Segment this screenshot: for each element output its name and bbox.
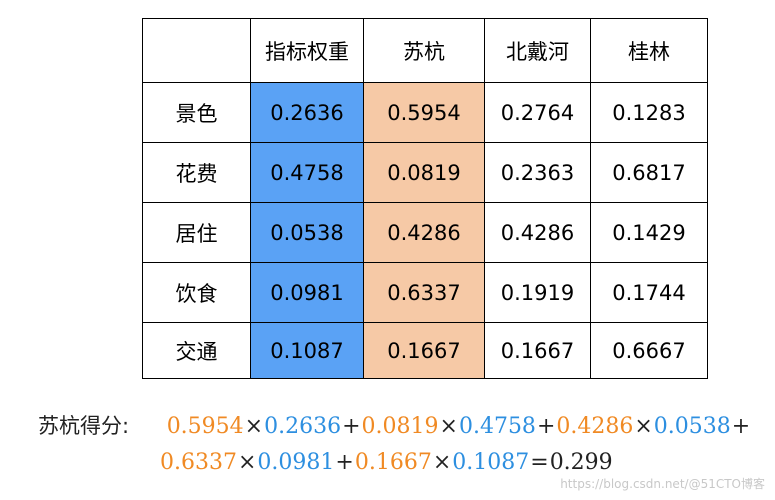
suhang-value: 0.6337 [160, 450, 237, 475]
times-operator: × [432, 450, 452, 475]
header-suhang: 苏杭 [363, 18, 485, 83]
plus-operator: + [342, 414, 361, 439]
result-value: 0.299 [549, 450, 613, 475]
beidaihe-cell: 0.4286 [484, 202, 591, 263]
times-operator: × [244, 414, 264, 439]
guilin-cell: 0.6667 [590, 322, 708, 379]
weight-cell: 0.4758 [250, 142, 364, 203]
guilin-cell: 0.1283 [590, 82, 708, 143]
guilin-cell: 0.1429 [590, 202, 708, 263]
plus-operator: + [335, 450, 354, 475]
weights-table: 指标权重 苏杭 北戴河 桂林 景色 0.2636 0.5954 0.2764 0… [142, 18, 708, 379]
header-guilin: 桂林 [590, 18, 708, 83]
guilin-cell: 0.6817 [590, 142, 708, 203]
weight-cell: 0.0538 [250, 202, 364, 263]
suhang-value: 0.5954 [166, 414, 244, 439]
beidaihe-cell: 0.2363 [484, 142, 591, 203]
suhang-cell: 0.4286 [363, 202, 485, 263]
formula-label: 苏杭得分: [38, 414, 130, 438]
formula-line-1: 苏杭得分: 0.5954×0.2636+0.0819×0.4758+0.4286… [38, 410, 751, 440]
suhang-cell: 0.6337 [363, 262, 485, 323]
table-row: 花费 0.4758 0.0819 0.2363 0.6817 [142, 142, 708, 203]
plus-operator: + [731, 414, 751, 439]
weight-value: 0.2636 [264, 414, 342, 439]
table-row: 景色 0.2636 0.5954 0.2764 0.1283 [142, 82, 708, 143]
beidaihe-cell: 0.2764 [484, 82, 591, 143]
equals-operator: = [530, 450, 549, 475]
weight-cell: 0.0981 [250, 262, 364, 323]
suhang-value: 0.4286 [556, 414, 634, 439]
table-header-row: 指标权重 苏杭 北戴河 桂林 [142, 18, 708, 83]
row-label: 交通 [142, 322, 251, 379]
plus-operator: + [536, 414, 556, 439]
suhang-value: 0.1667 [354, 450, 432, 475]
weight-cell: 0.1087 [250, 322, 364, 379]
watermark: https://blog.csdn.net/@51CTO博客 [560, 477, 765, 491]
weight-value: 0.0981 [257, 450, 335, 475]
suhang-cell: 0.1667 [363, 322, 485, 379]
weight-value: 0.4758 [458, 414, 536, 439]
times-operator: × [439, 414, 458, 439]
times-operator: × [237, 450, 257, 475]
header-weight: 指标权重 [250, 18, 364, 83]
suhang-cell: 0.5954 [363, 82, 485, 143]
weight-cell: 0.2636 [250, 82, 364, 143]
table-row: 交通 0.1087 0.1667 0.1667 0.6667 [142, 322, 708, 379]
suhang-cell: 0.0819 [363, 142, 485, 203]
row-label: 花费 [142, 142, 251, 203]
formula-line-2: 0.6337×0.0981+0.1667×0.1087=0.299 [160, 450, 613, 475]
beidaihe-cell: 0.1919 [484, 262, 591, 323]
table-row: 饮食 0.0981 0.6337 0.1919 0.1744 [142, 262, 708, 323]
beidaihe-cell: 0.1667 [484, 322, 591, 379]
times-operator: × [634, 414, 653, 439]
weight-value: 0.1087 [452, 450, 530, 475]
header-corner [142, 18, 251, 83]
guilin-cell: 0.1744 [590, 262, 708, 323]
table-row: 居住 0.0538 0.4286 0.4286 0.1429 [142, 202, 708, 263]
row-label: 饮食 [142, 262, 251, 323]
suhang-value: 0.0819 [361, 414, 439, 439]
header-beidaihe: 北戴河 [484, 18, 591, 83]
row-label: 景色 [142, 82, 251, 143]
weight-value: 0.0538 [653, 414, 731, 439]
row-label: 居住 [142, 202, 251, 263]
